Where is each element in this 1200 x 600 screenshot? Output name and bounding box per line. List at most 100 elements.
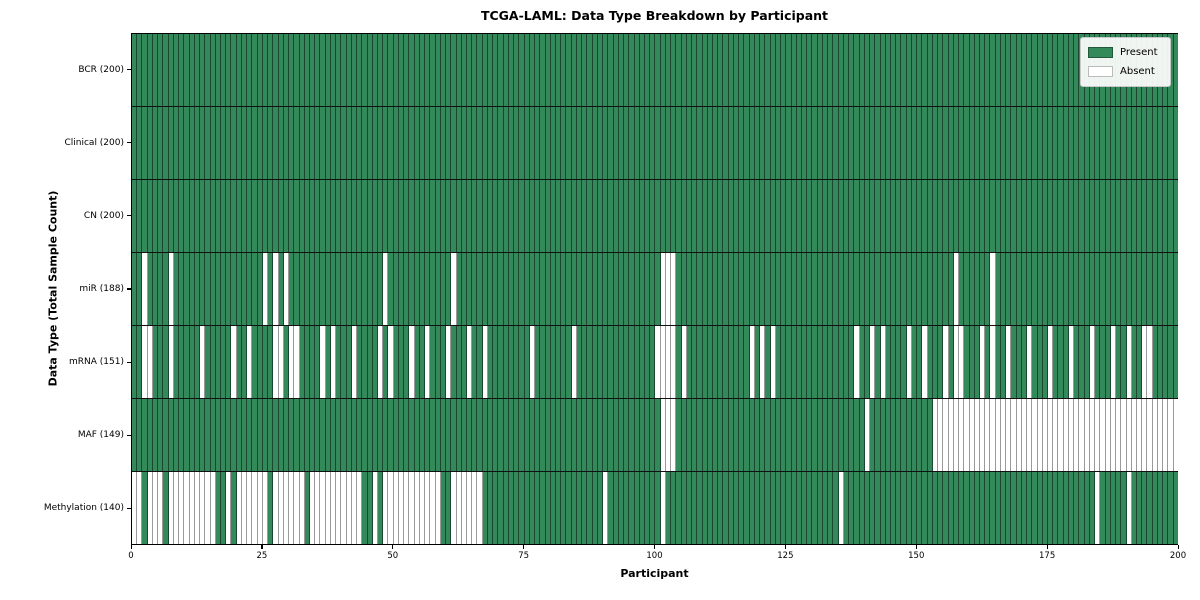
heatmap-cell: [241, 253, 248, 325]
heatmap-cell: [964, 34, 970, 106]
heatmap-cell: [299, 472, 305, 544]
heatmap-cell: [728, 34, 734, 106]
heatmap-cell: [461, 399, 467, 471]
heatmap-cell: [1126, 326, 1132, 398]
heatmap-cell: [770, 472, 776, 544]
heatmap-cell: [163, 399, 169, 471]
heatmap-cell: [660, 107, 666, 179]
heatmap-cell: [1063, 326, 1069, 398]
heatmap-cell: [927, 326, 933, 398]
heatmap-cell: [802, 180, 808, 252]
heatmap-cell: [294, 107, 300, 179]
heatmap-cell: [582, 472, 588, 544]
heatmap-row-methylation: [132, 471, 1178, 544]
heatmap-cell: [1042, 107, 1049, 179]
heatmap-cell: [1142, 107, 1148, 179]
heatmap-cell: [1105, 107, 1111, 179]
heatmap-cell: [487, 399, 494, 471]
heatmap-cell: [1121, 326, 1127, 398]
heatmap-cell: [870, 326, 876, 398]
heatmap-cell: [1084, 107, 1090, 179]
heatmap-cell: [849, 253, 855, 325]
heatmap-cell: [456, 326, 462, 398]
heatmap-cell: [440, 399, 447, 471]
heatmap-cell: [152, 326, 159, 398]
heatmap-cell: [1068, 180, 1075, 252]
heatmap-cell: [555, 399, 562, 471]
heatmap-cell: [870, 180, 876, 252]
heatmap-cell: [1095, 107, 1101, 179]
heatmap-cell: [938, 399, 944, 471]
heatmap-cell: [540, 472, 546, 544]
heatmap-cell: [152, 472, 159, 544]
heatmap-cell: [289, 326, 295, 398]
heatmap-cell: [1110, 326, 1117, 398]
heatmap-cell: [1058, 34, 1064, 106]
heatmap-cell: [922, 180, 928, 252]
heatmap-cell: [440, 107, 447, 179]
heatmap-cell: [927, 34, 933, 106]
heatmap-cell: [576, 180, 583, 252]
heatmap-cell: [754, 107, 761, 179]
heatmap-cell: [236, 326, 242, 398]
heatmap-cell: [587, 399, 593, 471]
heatmap-cell: [613, 34, 619, 106]
heatmap-cell: [1048, 472, 1054, 544]
heatmap-cell: [336, 180, 342, 252]
heatmap-cell: [168, 34, 174, 106]
heatmap-cell: [592, 253, 598, 325]
heatmap-cell: [524, 326, 530, 398]
heatmap-cell: [890, 34, 897, 106]
heatmap-cell: [498, 399, 504, 471]
heatmap-cell: [922, 34, 928, 106]
heatmap-cell: [378, 107, 384, 179]
heatmap-cell: [220, 472, 227, 544]
heatmap-cell: [1137, 399, 1143, 471]
heatmap-cell: [430, 107, 436, 179]
heatmap-cell: [671, 180, 677, 252]
heatmap-cell: [796, 399, 802, 471]
heatmap-cell: [1116, 399, 1122, 471]
heatmap-cell: [1058, 326, 1064, 398]
heatmap-cell: [540, 180, 546, 252]
heatmap-cell: [786, 34, 792, 106]
heatmap-cell: [514, 34, 520, 106]
heatmap-cell: [555, 472, 562, 544]
heatmap-cell: [163, 34, 169, 106]
heatmap-cell: [686, 34, 693, 106]
heatmap-cell: [158, 253, 164, 325]
heatmap-cell: [472, 107, 478, 179]
heatmap-cell: [843, 399, 850, 471]
heatmap-cell: [294, 399, 300, 471]
heatmap-cell: [545, 34, 551, 106]
heatmap-cell: [404, 34, 410, 106]
heatmap-cell: [137, 472, 143, 544]
heatmap-cell: [849, 472, 855, 544]
heatmap-cell: [634, 34, 640, 106]
heatmap-cell: [571, 180, 577, 252]
heatmap-cell: [132, 253, 138, 325]
heatmap-cell: [477, 107, 483, 179]
heatmap-cell: [812, 472, 818, 544]
heatmap-cell: [555, 107, 562, 179]
heatmap-cell: [514, 399, 520, 471]
heatmap-cell: [508, 399, 515, 471]
legend-label-absent: Absent: [1120, 66, 1155, 77]
heatmap-cell: [330, 253, 337, 325]
heatmap-cell: [508, 34, 515, 106]
heatmap-cell: [367, 107, 373, 179]
heatmap-cell: [864, 472, 871, 544]
heatmap-cell: [205, 472, 211, 544]
heatmap-cell: [660, 34, 666, 106]
heatmap-cell: [1110, 253, 1117, 325]
x-tick-mark: [1046, 545, 1048, 549]
heatmap-cell: [173, 472, 180, 544]
heatmap-cell: [503, 34, 509, 106]
heatmap-cell: [650, 107, 656, 179]
heatmap-cell: [535, 107, 541, 179]
heatmap-cell: [252, 180, 258, 252]
heatmap-cell: [665, 253, 672, 325]
heatmap-cell: [854, 399, 860, 471]
heatmap-cell: [932, 399, 939, 471]
heatmap-cell: [435, 326, 441, 398]
